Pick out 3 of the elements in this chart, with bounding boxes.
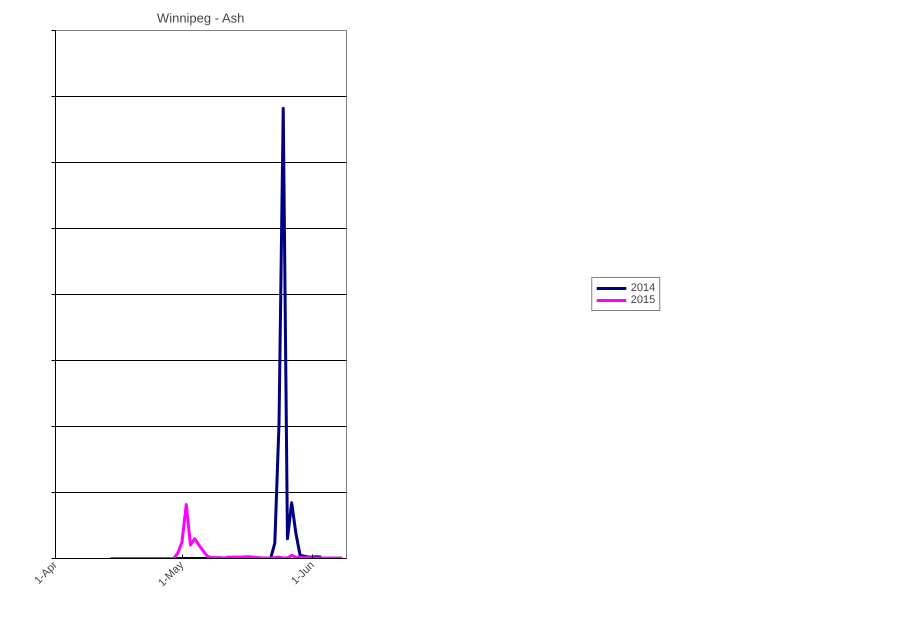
legend-label: 2014 <box>630 282 656 294</box>
chart-title: Winnipeg - Ash <box>156 10 244 26</box>
legend-label: 2015 <box>630 294 656 306</box>
